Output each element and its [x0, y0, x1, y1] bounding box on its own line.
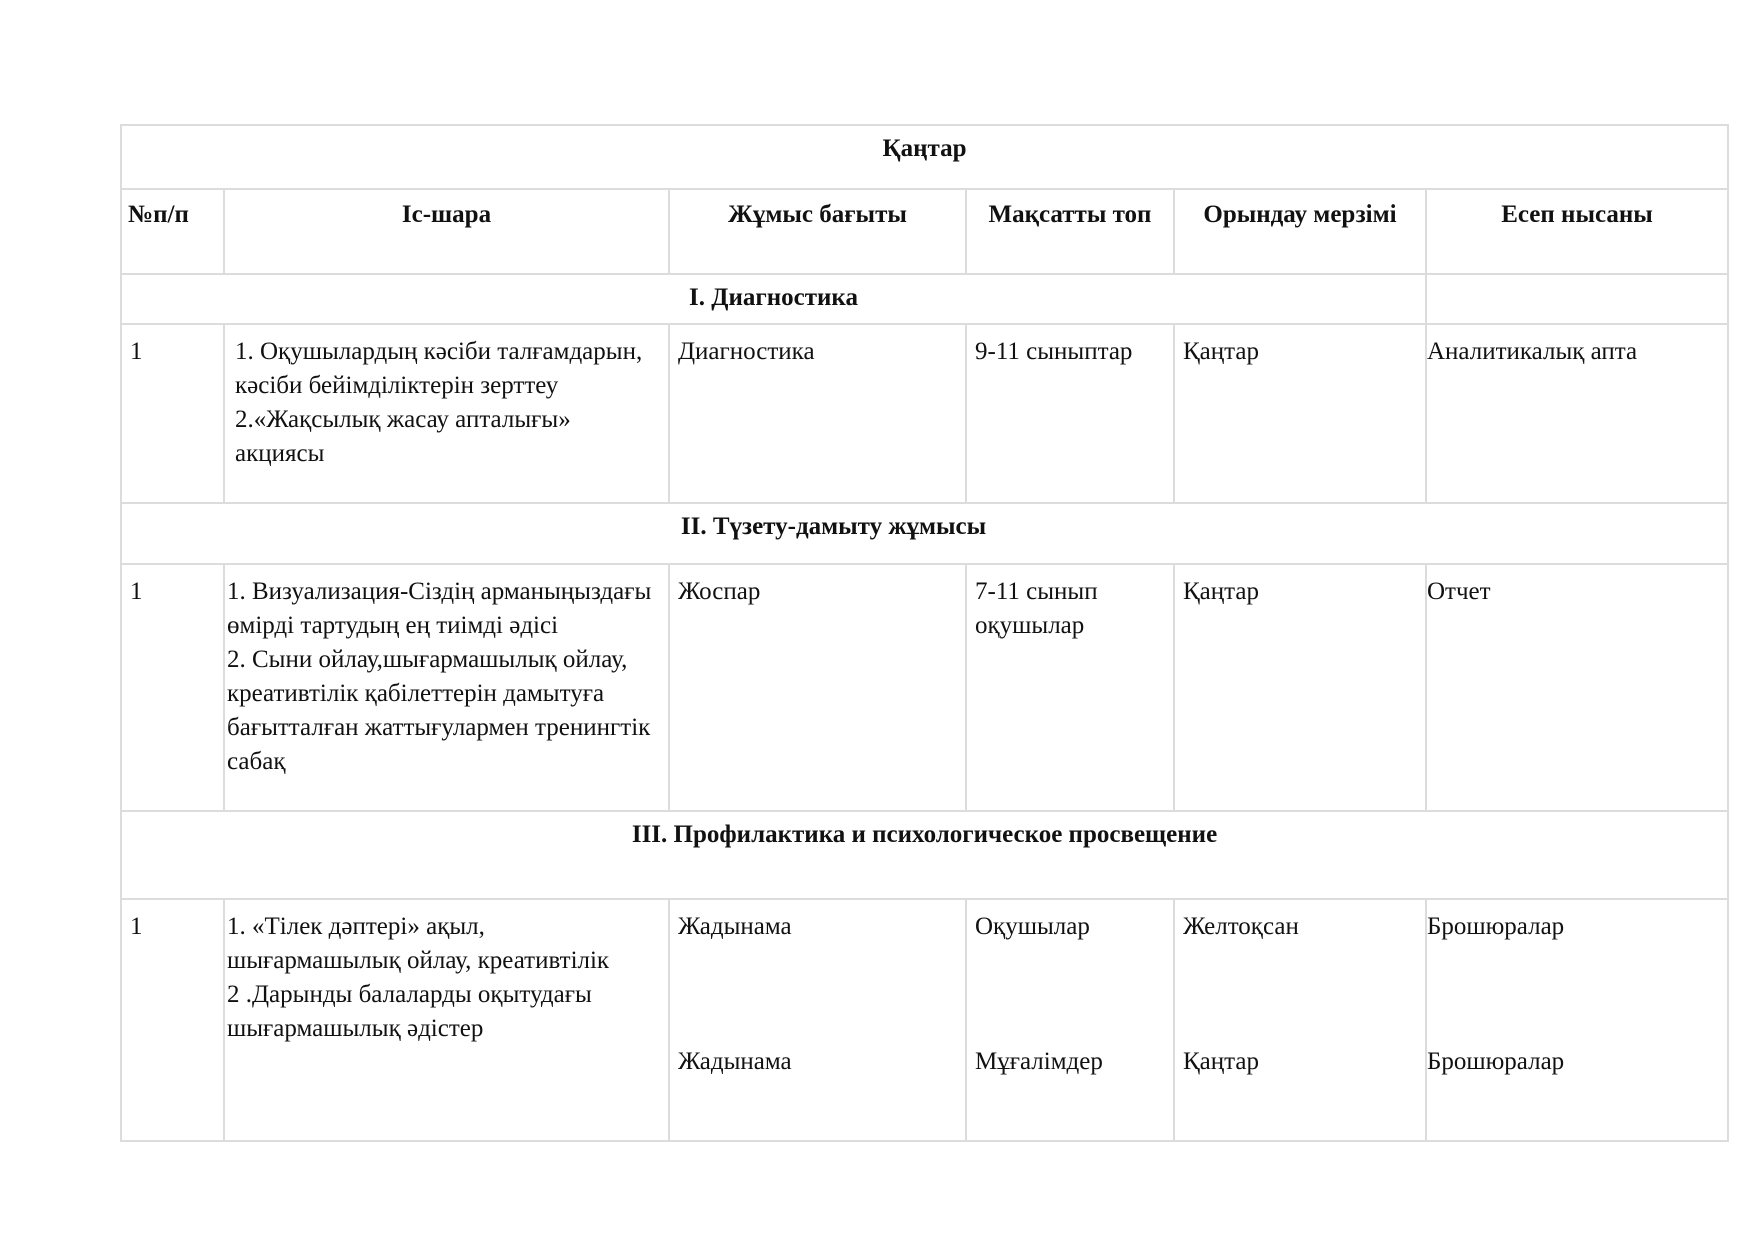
empty-cell [1424, 273, 1730, 325]
header-num: №п/п [120, 188, 225, 275]
section-heading: I. Диагностика [120, 273, 1427, 325]
row-num: 1 [120, 898, 225, 1142]
header-deadline: Орындау мерзімі [1173, 188, 1427, 275]
header-report: Есеп нысаны [1424, 188, 1730, 275]
deadline: Желтоқсан [1183, 913, 1299, 940]
direction: Жадынама [678, 913, 792, 940]
table-title: Қаңтар [119, 124, 1730, 190]
activity-item: 2.«Жақсылық жасау апталығы» акциясы [235, 406, 571, 467]
section-heading: II. Түзету-дамыту жұмысы [119, 502, 1730, 565]
row-num: 1 [120, 563, 225, 812]
activity-item: 2 .Дарынды балаларды оқытудағы шығармашы… [227, 981, 592, 1042]
direction: Диагностика [668, 323, 967, 504]
table-row: 1 1. Визуализация-Сіздің арманыңыздағы ө… [120, 563, 1730, 812]
deadline: Қаңтар [1173, 323, 1427, 504]
report: Отчет [1424, 563, 1730, 812]
activity-item: 1. Оқушылардың кәсіби талғамдарын, кәсіб… [235, 338, 643, 399]
target: Мұғалімдер [975, 1048, 1103, 1075]
direction: Жадынама [678, 1048, 792, 1075]
section-heading: III. Профилактика и психологическое прос… [119, 810, 1730, 900]
header-activity: Іс-шара [223, 188, 670, 275]
deadline: Қаңтар [1173, 563, 1427, 812]
report: Брошюралар [1427, 1048, 1565, 1075]
table-row: 1 1. Оқушылардың кәсіби талғамдарын, кәс… [120, 323, 1730, 504]
report: Брошюралар [1427, 913, 1565, 940]
activity-item: 1. Визуализация-Сіздің арманыңыздағы өмі… [227, 578, 652, 639]
row-num: 1 [120, 323, 225, 504]
plan-table: Қаңтар №п/п Іс-шара Жұмыс бағыты Мақсатт… [119, 124, 1730, 1142]
direction: Жоспар [668, 563, 967, 812]
deadline: Қаңтар [1183, 1048, 1259, 1075]
activity-item: 1. «Тілек дәптері» ақыл, шығармашылық ой… [227, 913, 610, 974]
header-target: Мақсатты топ [965, 188, 1175, 275]
target: 9-11 сыныптар [965, 323, 1175, 504]
report: Аналитикалық апта [1424, 323, 1730, 504]
target: 7-11 сынып оқушылар [965, 563, 1175, 812]
target: Оқушылар [975, 913, 1090, 940]
table-row: 1 1. «Тілек дәптері» ақыл, шығармашылық … [120, 898, 1730, 1142]
activity-item: 2. Сыни ойлау,шығармашылық ойлау, креати… [227, 646, 651, 775]
header-direction: Жұмыс бағыты [668, 188, 967, 275]
